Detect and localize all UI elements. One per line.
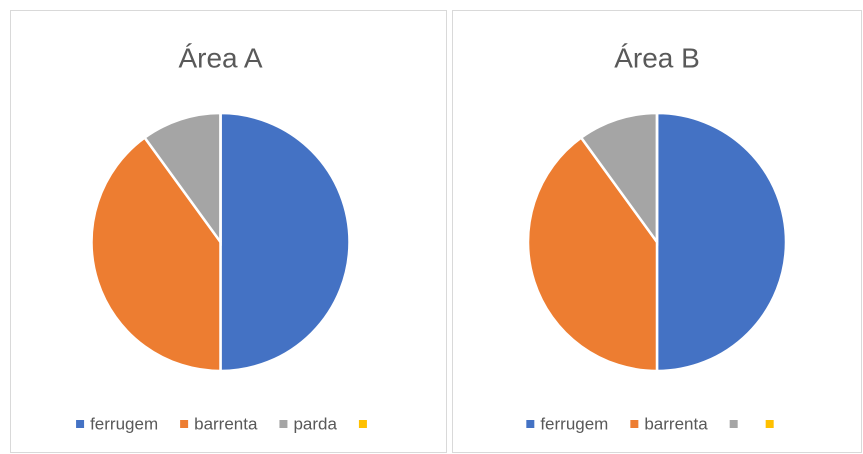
pie-slice: [655, 111, 788, 373]
chart-frame: [10, 10, 447, 453]
pie-slice: [142, 111, 222, 246]
chart-title: Área A: [178, 42, 262, 73]
pie-slice: [90, 135, 222, 373]
legend-marker: [76, 420, 85, 428]
pie-slice: [526, 135, 659, 373]
legend-marker: [729, 420, 738, 428]
legend-marker: [180, 420, 189, 428]
legend: ferrugem barrenta parda: [76, 414, 367, 433]
legend-marker: [765, 420, 774, 428]
legend-marker: [358, 420, 367, 428]
legend-marker: [279, 420, 288, 428]
legend: ferrugem barrenta: [526, 414, 774, 433]
chart: Área B ferrugem barrenta: [452, 10, 862, 453]
pie-slice: [219, 111, 351, 373]
legend-label: parda: [293, 414, 337, 433]
legend-marker: [630, 420, 639, 428]
chart: Área A ferrugem barrenta parda: [10, 10, 447, 453]
chart-frame: [452, 10, 862, 453]
legend-label: barrenta: [644, 414, 708, 433]
legend-label: barrenta: [194, 414, 258, 433]
legend-label: ferrugem: [540, 414, 608, 433]
chart-title: Área B: [614, 42, 700, 73]
legend-label: ferrugem: [90, 414, 158, 433]
pie-slice: [579, 111, 659, 246]
legend-marker: [526, 420, 535, 428]
